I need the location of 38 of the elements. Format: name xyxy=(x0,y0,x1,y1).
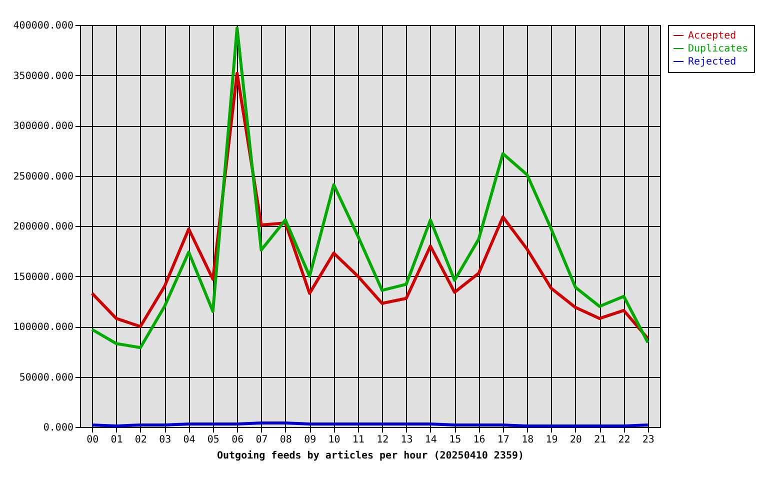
x-tick-label: 06 xyxy=(232,434,244,446)
y-tick-label: 50000.000 xyxy=(19,372,74,384)
x-tick-label: 21 xyxy=(594,434,606,446)
y-tick-label: 100000.000 xyxy=(13,322,74,333)
line-series xyxy=(90,26,650,350)
x-tick-label: 11 xyxy=(352,434,364,446)
x-tick-label: 10 xyxy=(328,434,340,446)
x-tick-label: 15 xyxy=(449,434,462,446)
y-tick-label: 150000.000 xyxy=(13,272,74,283)
x-tick-label: 18 xyxy=(522,434,534,446)
x-tick-label: 08 xyxy=(280,434,292,446)
x-tick-label: 20 xyxy=(570,434,582,446)
x-tick-label: 07 xyxy=(256,434,268,446)
x-tick-label: 14 xyxy=(424,434,437,446)
x-tick-label: 09 xyxy=(304,434,316,446)
x-axis-title: Outgoing feeds by articles per hour (20250410 2359) xyxy=(216,450,524,462)
x-tick-label: 03 xyxy=(159,434,172,446)
y-tick-label: 0.000 xyxy=(43,422,74,434)
y-tick-label: 400000.000 xyxy=(13,20,74,32)
x-tick-label: 17 xyxy=(497,434,510,446)
legend-label: Accepted xyxy=(688,30,736,42)
x-tick-label: 00 xyxy=(86,434,99,446)
legend-label: Rejected xyxy=(688,56,736,68)
y-tick-label: 300000.000 xyxy=(13,121,74,132)
x-tick-label: 05 xyxy=(207,434,220,446)
x-tick-label: 01 xyxy=(110,434,123,446)
x-tick-label: 02 xyxy=(134,434,147,446)
x-tick-label: 16 xyxy=(473,434,486,446)
y-tick-label: 350000.000 xyxy=(13,70,74,82)
x-tick-label: 22 xyxy=(618,434,630,446)
x-tick-label: 12 xyxy=(376,434,389,446)
legend-label: Duplicates xyxy=(688,44,748,54)
x-tick-label: 04 xyxy=(183,434,196,446)
x-tick-label: 23 xyxy=(642,434,654,446)
y-tick-label: 250000.000 xyxy=(13,171,74,182)
x-tick-label: 19 xyxy=(546,434,558,446)
y-tick-label: 200000.000 xyxy=(13,222,74,232)
x-tick-label: 13 xyxy=(400,434,413,446)
